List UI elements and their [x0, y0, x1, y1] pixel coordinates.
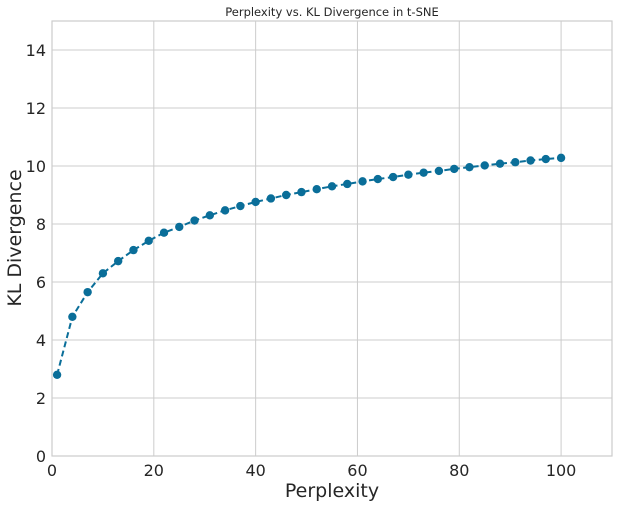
- data-point: [343, 179, 352, 189]
- data-point: [480, 161, 489, 170]
- data-point: [220, 206, 230, 215]
- y-axis-label: KL Divergence: [4, 169, 26, 306]
- y-tick-label: 4: [36, 331, 46, 350]
- data-point: [434, 166, 444, 176]
- x-tick-label: 20: [144, 461, 164, 480]
- y-tick-label: 12: [26, 99, 46, 118]
- data-point: [190, 216, 199, 225]
- data-point: [449, 164, 459, 174]
- data-point: [419, 168, 428, 177]
- data-point: [373, 174, 383, 184]
- data-point: [175, 222, 184, 232]
- data-point: [358, 177, 367, 186]
- y-tick-label: 10: [26, 157, 46, 176]
- data-point: [266, 194, 276, 203]
- data-point: [556, 153, 566, 163]
- data-point: [144, 236, 153, 246]
- data-point: [98, 269, 108, 278]
- y-tick-label: 14: [26, 41, 46, 60]
- data-point: [526, 156, 535, 165]
- series-layer: [52, 153, 566, 379]
- data-point: [205, 211, 215, 220]
- x-tick-label: 100: [546, 461, 577, 480]
- data-point: [404, 170, 413, 179]
- data-point: [327, 182, 337, 191]
- data-point: [52, 370, 62, 379]
- data-point: [465, 162, 474, 172]
- plot-frame: [51, 20, 613, 457]
- x-axis-label: Perplexity: [285, 480, 379, 502]
- data-point: [159, 228, 169, 237]
- data-point: [541, 154, 551, 164]
- chart-title: Perplexity vs. KL Divergence in t-SNE: [225, 5, 439, 19]
- data-point: [297, 187, 306, 197]
- data-point: [129, 245, 138, 255]
- data-point: [251, 197, 260, 207]
- data-point: [281, 190, 291, 200]
- data-point: [511, 158, 520, 167]
- x-tick-label: 60: [347, 461, 367, 480]
- data-point: [495, 159, 505, 168]
- data-point: [68, 312, 77, 321]
- data-point: [83, 287, 92, 297]
- y-tick-label: 2: [36, 389, 46, 408]
- grid: [51, 21, 612, 457]
- data-point: [113, 256, 123, 266]
- data-point: [236, 201, 245, 211]
- x-tick-label: 80: [449, 461, 469, 480]
- x-tick-label: 0: [47, 461, 57, 480]
- y-tick-label: 8: [36, 215, 46, 234]
- y-tick-label: 0: [36, 447, 46, 466]
- y-tick-label: 6: [36, 273, 46, 292]
- series-line: [56, 156, 562, 376]
- x-tick-label: 40: [245, 461, 265, 480]
- data-point: [388, 172, 398, 182]
- data-point: [312, 185, 321, 194]
- tick-labels: 0 20 40 60 80 100 0 2 4 6 8 10 12 14: [26, 41, 577, 480]
